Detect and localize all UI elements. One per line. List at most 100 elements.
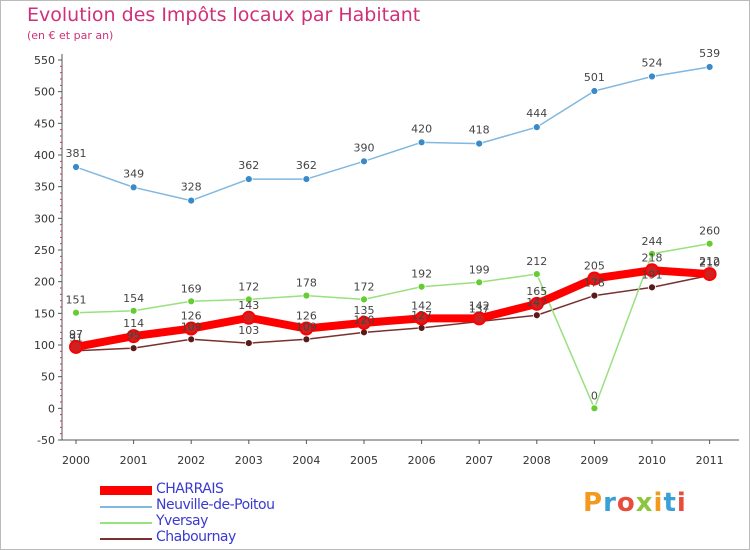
y-tick-label: 350 [34,181,55,194]
data-point [187,335,196,344]
data-label: 165 [526,285,547,298]
x-tick-label: 2003 [235,454,263,467]
data-label: 0 [591,389,598,402]
data-label: 328 [181,181,202,194]
data-label: 120 [354,313,375,326]
data-point [590,87,599,95]
logo-letter: r [603,488,617,518]
data-point [705,63,714,71]
data-point [360,157,368,166]
logo-letter: t [663,488,677,518]
data-point [129,344,138,353]
data-label: 135 [354,304,375,317]
data-label: 127 [411,309,432,322]
data-label: 114 [123,317,144,330]
data-label: 212 [526,255,547,268]
y-tick-label: -50 [37,434,55,447]
y-tick-label: 0 [48,402,55,415]
y-tick-label: 50 [41,371,55,384]
data-label: 109 [181,320,202,333]
data-point [129,183,138,192]
data-point [414,311,429,326]
data-point [244,339,253,348]
data-label: 199 [469,263,490,276]
data-label: 154 [123,292,144,305]
data-point [244,295,253,304]
y-tick-label: 250 [34,244,55,257]
data-label: 142 [411,299,432,312]
data-label: 147 [526,296,547,309]
logo-letter: o [616,488,636,518]
data-point [648,249,656,258]
data-label: 362 [238,159,259,172]
data-point [184,321,199,336]
data-label: 381 [66,147,87,160]
data-label: 192 [411,268,432,281]
data-point [645,263,659,278]
x-tick-label: 2008 [523,454,551,467]
data-label: 143 [238,299,259,312]
y-tick-label: 450 [34,117,55,130]
data-point [532,270,541,278]
data-point [129,306,138,315]
data-point [417,323,426,332]
data-label: 178 [296,277,317,290]
data-label: 218 [642,251,663,264]
y-tick-label: 300 [34,212,55,225]
data-label: 212 [699,255,720,268]
data-label: 151 [66,294,87,307]
y-tick-label: 150 [34,307,55,320]
legend-label-chabournay: Chabournay [156,529,236,545]
data-label: 142 [469,299,490,312]
data-label: 205 [584,260,605,273]
y-tick-label: 100 [34,339,55,352]
data-point [532,311,541,320]
data-label: 418 [469,124,490,137]
data-point [417,282,426,291]
x-tick-label: 2004 [292,454,320,467]
data-point [72,308,80,317]
data-label: 349 [123,167,144,180]
x-tick-label: 2006 [408,454,436,467]
data-label: 91 [69,332,83,345]
data-label: 420 [411,122,432,135]
data-label: 169 [181,282,202,295]
data-point [532,123,541,132]
legend-swatch-neuville [100,506,152,508]
x-tick-label: 2002 [177,454,205,467]
data-point [702,267,717,282]
data-label: 260 [699,225,720,238]
x-tick-label: 2011 [696,454,724,467]
data-point [417,138,426,147]
data-label: 172 [238,280,259,293]
legend-label-neuville: Neuville-de-Poitou [156,497,275,513]
data-label: 210 [699,256,720,269]
x-tick-label: 2000 [62,454,90,467]
y-tick-label: 500 [34,86,55,99]
data-point [241,310,256,325]
data-label: 172 [354,280,375,293]
data-label: 126 [181,310,202,323]
legend-label-charrais: CHARRAIS [156,481,224,497]
data-label: 191 [642,268,663,281]
data-point [299,321,314,336]
logo-letter: i [653,488,664,518]
data-point [360,328,368,337]
data-point [357,315,371,330]
data-point [472,311,487,326]
chart-subtitle: (en € et par an) [27,29,114,42]
data-label: 126 [296,310,317,323]
legend-swatch-charrais [100,486,152,495]
data-point [475,278,484,287]
chart-title: Evolution des Impôts locaux par Habitant [27,4,421,26]
data-point [648,72,656,81]
proxiti-logo: Proxiti [583,488,687,518]
data-point [302,291,311,300]
data-label: 362 [296,159,317,172]
data-point [529,296,544,311]
data-point [244,175,253,183]
y-tick-label: 550 [34,54,55,67]
data-point [590,404,599,413]
data-point [302,335,311,344]
